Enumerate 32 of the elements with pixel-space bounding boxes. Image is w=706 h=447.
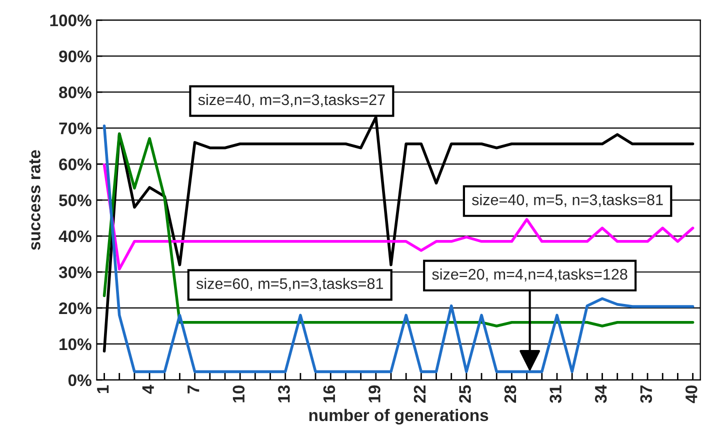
x-tick-label: 34 xyxy=(594,384,607,403)
y-axis-title: success rate xyxy=(29,150,40,250)
x-tick-label: 40 xyxy=(685,385,698,404)
x-tick-label: 28 xyxy=(504,385,516,403)
y-tick-label: 70% xyxy=(59,122,92,134)
y-tick-label: 30% xyxy=(58,266,92,278)
x-tick-label: 1 xyxy=(97,385,109,394)
x-tick-label: 16 xyxy=(323,385,336,402)
x-tick-label: 22 xyxy=(414,385,426,403)
annotation: size=40, m=5, n=3,tasks=81 xyxy=(472,194,663,208)
y-tick-label: 40% xyxy=(58,230,92,242)
annotation: size=40, m=3,n=3,tasks=27 xyxy=(198,94,385,107)
x-tick-label: 19 xyxy=(368,385,380,402)
y-tick-label: 10% xyxy=(60,338,92,350)
line-series xyxy=(102,132,694,328)
y-tick-label: 100% xyxy=(50,14,92,26)
annotation: size=20, m=4,n=4,tasks=128 xyxy=(432,268,628,282)
annotation: size=60, m=5,n=3,tasks=81 xyxy=(196,278,383,291)
x-tick-label: 13 xyxy=(278,385,290,402)
x-tick-label: 10 xyxy=(232,385,245,402)
x-tick-label: 4 xyxy=(142,384,154,394)
x-tick-label: 31 xyxy=(550,385,562,403)
x-axis-title: number of generations xyxy=(309,408,488,425)
y-tick-label: 0% xyxy=(68,374,92,386)
x-tick-label: 7 xyxy=(188,386,200,394)
y-tick-label: 60% xyxy=(59,158,92,170)
y-tick-label: 20% xyxy=(59,302,92,314)
y-tick-label: 90% xyxy=(59,50,92,62)
y-tick-label: 50% xyxy=(59,194,92,206)
y-tick-label: 80% xyxy=(59,86,92,98)
x-tick-label: 37 xyxy=(640,386,652,403)
x-tick-label: 25 xyxy=(459,385,471,403)
